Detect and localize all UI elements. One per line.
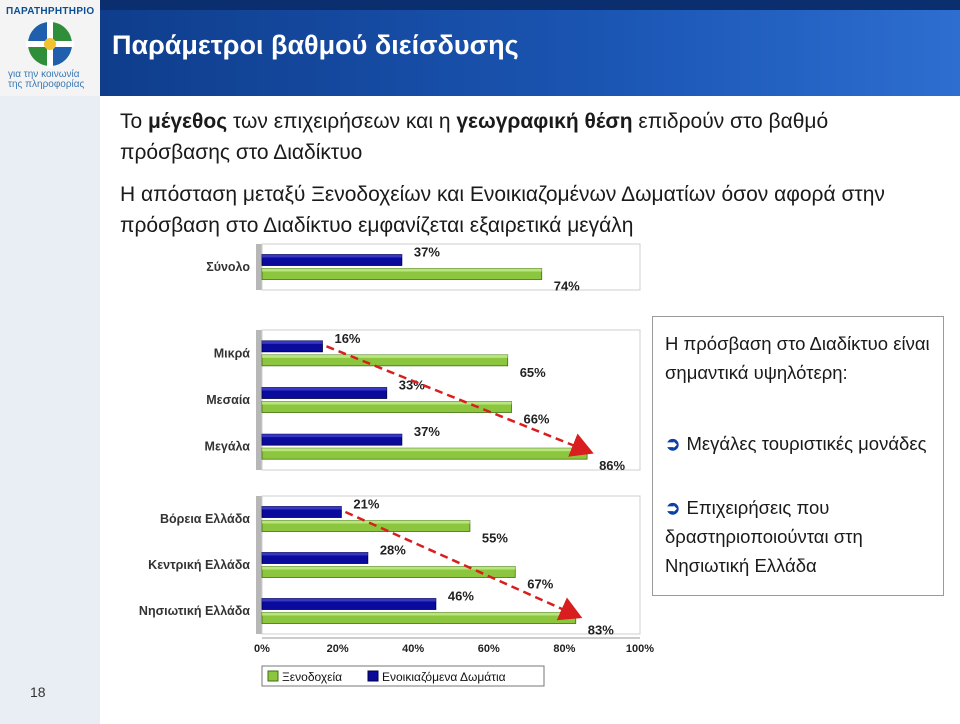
x-tick-label: 40% [402,643,424,655]
axis-wall [256,330,262,470]
data-label-rooms: 21% [353,497,379,512]
legend-swatch-hotels [267,670,279,682]
bar-highlight [262,268,542,272]
bar-rooms [261,254,403,266]
bar-rooms [261,598,437,610]
bar-rooms [261,506,342,518]
x-tick-label: 80% [553,643,575,655]
bar-highlight [262,566,516,570]
axis-wall [256,496,262,634]
bar-highlight [262,434,402,438]
x-tick-label: 20% [327,643,349,655]
note-item: ➲ Μεγάλες τουριστικές μονάδες [665,433,927,454]
logo: ΠΑΡΑΤΗΡΗΤΗΡΙΟ για την κοινωνία της πληρο… [0,0,100,96]
category-label: Σύνολο [206,260,250,274]
trend-arrow [344,510,583,621]
left-sidebar [0,96,100,724]
data-label-hotels: 65% [520,365,546,380]
logo-tagline: για την κοινωνία [8,69,80,80]
slide-title: Παράμετροι βαθμού διείσδυσης [112,30,519,60]
logo-tagline: της πληροφορίας [8,79,85,90]
data-label-hotels: 55% [482,531,508,546]
data-label-hotels: 67% [527,577,553,592]
legend-swatch-rooms [367,670,379,682]
data-label-hotels: 74% [554,279,580,294]
globe-logo-icon [26,20,74,68]
title-bar: Παράμετροι βαθμού διείσδυσης [100,0,960,96]
category-label: Μεγάλα [205,440,251,454]
logo-name: ΠΑΡΑΤΗΡΗΤΗΡΙΟ [6,6,95,17]
arrow-right-icon: ➲ [665,497,681,518]
legend-label-hotels: Ξενοδοχεία [282,670,342,684]
bar-hotels [261,566,516,578]
data-label-rooms: 16% [334,331,360,346]
legend-box [261,665,545,687]
data-label-hotels: 66% [523,412,549,427]
bar-hotels [261,612,577,624]
category-label: Βόρεια Ελλάδα [160,512,250,526]
page-number: 18 [30,684,46,700]
x-tick-label: 100% [626,643,654,655]
bar-highlight [262,387,387,391]
bar-rooms [261,387,388,399]
bar-highlight [262,340,323,344]
bar-rooms [261,340,323,353]
bar-rooms [261,552,369,564]
x-tick-label: 0% [254,643,270,655]
bullet-list: Το μέγεθος των επιχειρήσεων και η γεωγρα… [120,106,940,252]
bar-hotels [261,447,588,460]
panel-frame [261,495,641,635]
legend-label-rooms: Ενοικιαζόμενα Δωμάτια [382,670,506,684]
bar-hotels [261,520,471,532]
data-label-hotels: 83% [588,623,614,638]
data-label-rooms: 33% [399,378,425,393]
bar-highlight [262,520,470,524]
category-label: Μικρά [214,346,251,360]
bar-hotels [261,401,512,413]
bar-highlight [262,354,508,358]
panel-frame [261,329,641,471]
bar-highlight [262,552,368,556]
category-label: Μεσαία [206,393,250,407]
bold-term: μέγεθος [148,110,228,133]
note-box: Η πρόσβαση στο Διαδίκτυο είναι σημαντικά… [652,316,944,596]
note-intro: Η πρόσβαση στο Διαδίκτυο είναι σημαντικά… [665,333,930,383]
note-item: ➲ Επιχειρήσεις που δραστηριοποιούνται στη… [665,497,863,576]
category-label: Νησιωτική Ελλάδα [139,604,250,618]
arrow-right-icon: ➲ [665,433,681,454]
bar-highlight [262,612,576,616]
data-label-hotels: 86% [599,458,625,473]
bold-term: γεωγραφική θέση [456,110,633,133]
trend-arrow [326,345,594,457]
bar-highlight [262,598,436,602]
bullet-1: Το μέγεθος των επιχειρήσεων και η γεωγρα… [120,110,829,164]
data-label-rooms: 28% [380,543,406,558]
bar-hotels [261,268,543,280]
bar-hotels [261,354,509,367]
bar-highlight [262,506,342,510]
bar-highlight [262,448,588,452]
bullet-2: Η απόσταση μεταξύ Ξενοδοχείων και Ενοικι… [120,183,885,237]
data-label-rooms: 37% [414,424,440,439]
x-tick-label: 60% [478,643,500,655]
category-label: Κεντρική Ελλάδα [148,558,250,572]
data-label-rooms: 46% [448,589,474,604]
bar-rooms [261,433,403,446]
bar-highlight [262,401,512,405]
bar-highlight [262,254,402,258]
